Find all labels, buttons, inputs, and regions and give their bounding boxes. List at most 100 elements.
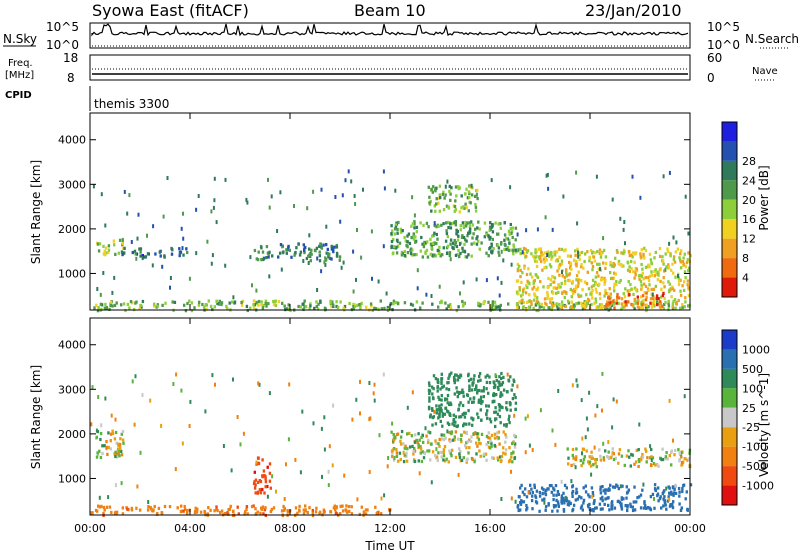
echo-cell [432,185,435,189]
nsearch-tick-bottom: 10^0 [707,38,740,52]
echo-cell [532,279,536,283]
echo-cell [308,307,311,311]
echo-cell [325,243,328,247]
echo-cell [261,475,264,479]
echo-cell [428,399,431,403]
echo-cell [548,263,552,267]
echo-cell [373,306,376,310]
echo-cell [211,253,214,258]
echo-cell [541,498,544,502]
echo-cell [476,226,479,230]
echo-cell [477,437,481,441]
echo-cell [588,390,591,395]
echo-cell [245,304,249,308]
echo-cell [309,304,312,308]
echo-cell [395,454,399,458]
echo-cell [422,245,426,249]
echo-cell [627,250,631,254]
echo-cell [114,483,117,488]
echo-cell [604,261,608,266]
echo-cell [123,189,126,194]
echo-cell [561,270,563,275]
echo-cell [628,288,632,293]
echo-cell [288,248,291,252]
echo-cell [423,451,426,455]
echo-cell [98,505,102,509]
echo-cell [392,458,396,462]
echo-cell [455,244,459,249]
echo-cell [445,229,448,233]
echo-cell [224,177,227,182]
echo-cell [520,299,524,303]
echo-cell [549,300,552,305]
echo-cell [119,442,122,447]
echo-cell [651,292,654,297]
colorbar-tick-label: 16 [742,213,756,226]
echo-cell [674,275,677,279]
echo-cell [680,461,684,465]
echo-cell [399,457,402,462]
echo-cell [121,506,124,510]
echo-cell [619,278,622,283]
echo-cell [261,505,265,509]
echo-cell [535,296,539,300]
echo-cell [567,462,570,466]
echo-cell [633,260,636,264]
echo-cell [502,451,505,455]
echo-cell [604,278,607,282]
echo-cell [687,269,690,273]
echo-cell [445,204,449,208]
echo-cell [507,379,511,383]
echo-cell [630,287,633,291]
echo-cell [319,299,322,303]
echo-cell [649,463,652,468]
echo-cell [687,293,691,298]
echo-cell [578,251,581,255]
echo-cell [104,302,107,306]
echo-cell [613,485,616,489]
echo-cell [651,456,655,460]
echo-cell [477,398,481,402]
echo-cell [633,276,636,280]
echo-cell [628,265,631,269]
echo-cell [479,442,482,446]
echo-cell [443,196,446,200]
echo-cell [582,457,586,462]
echo-cell [618,280,621,284]
echo-cell [478,441,481,445]
echo-cell [535,489,539,493]
echo-cell [540,305,543,309]
echo-cell [650,455,653,459]
echo-cell [448,422,451,427]
echo-cell [516,269,520,273]
echo-cell [409,302,413,306]
echo-cell [454,415,458,419]
echo-cell [522,246,526,250]
echo-cell [583,280,587,284]
echo-cell [417,432,420,436]
echo-cell [341,504,344,508]
echo-cell [445,457,448,461]
echo-cell [574,465,577,470]
echo-cell [670,490,673,494]
echo-cell [428,195,431,199]
echo-cell [657,499,660,503]
echo-cell [493,410,496,414]
echo-cell [674,306,677,310]
echo-cell [99,432,103,436]
echo-cell [526,414,529,419]
echo-cell [103,508,106,512]
y-tick-label: 2000 [58,428,86,441]
echo-cell [549,283,552,287]
echo-cell [435,411,438,415]
echo-cell [520,294,523,298]
echo-cell [599,497,602,501]
echo-cell [667,290,671,294]
echo-cell [444,436,447,440]
echo-cell [595,458,598,462]
echo-cell [587,493,590,497]
echo-cell [318,259,322,263]
echo-cell [468,229,471,233]
echo-cell [552,493,555,497]
